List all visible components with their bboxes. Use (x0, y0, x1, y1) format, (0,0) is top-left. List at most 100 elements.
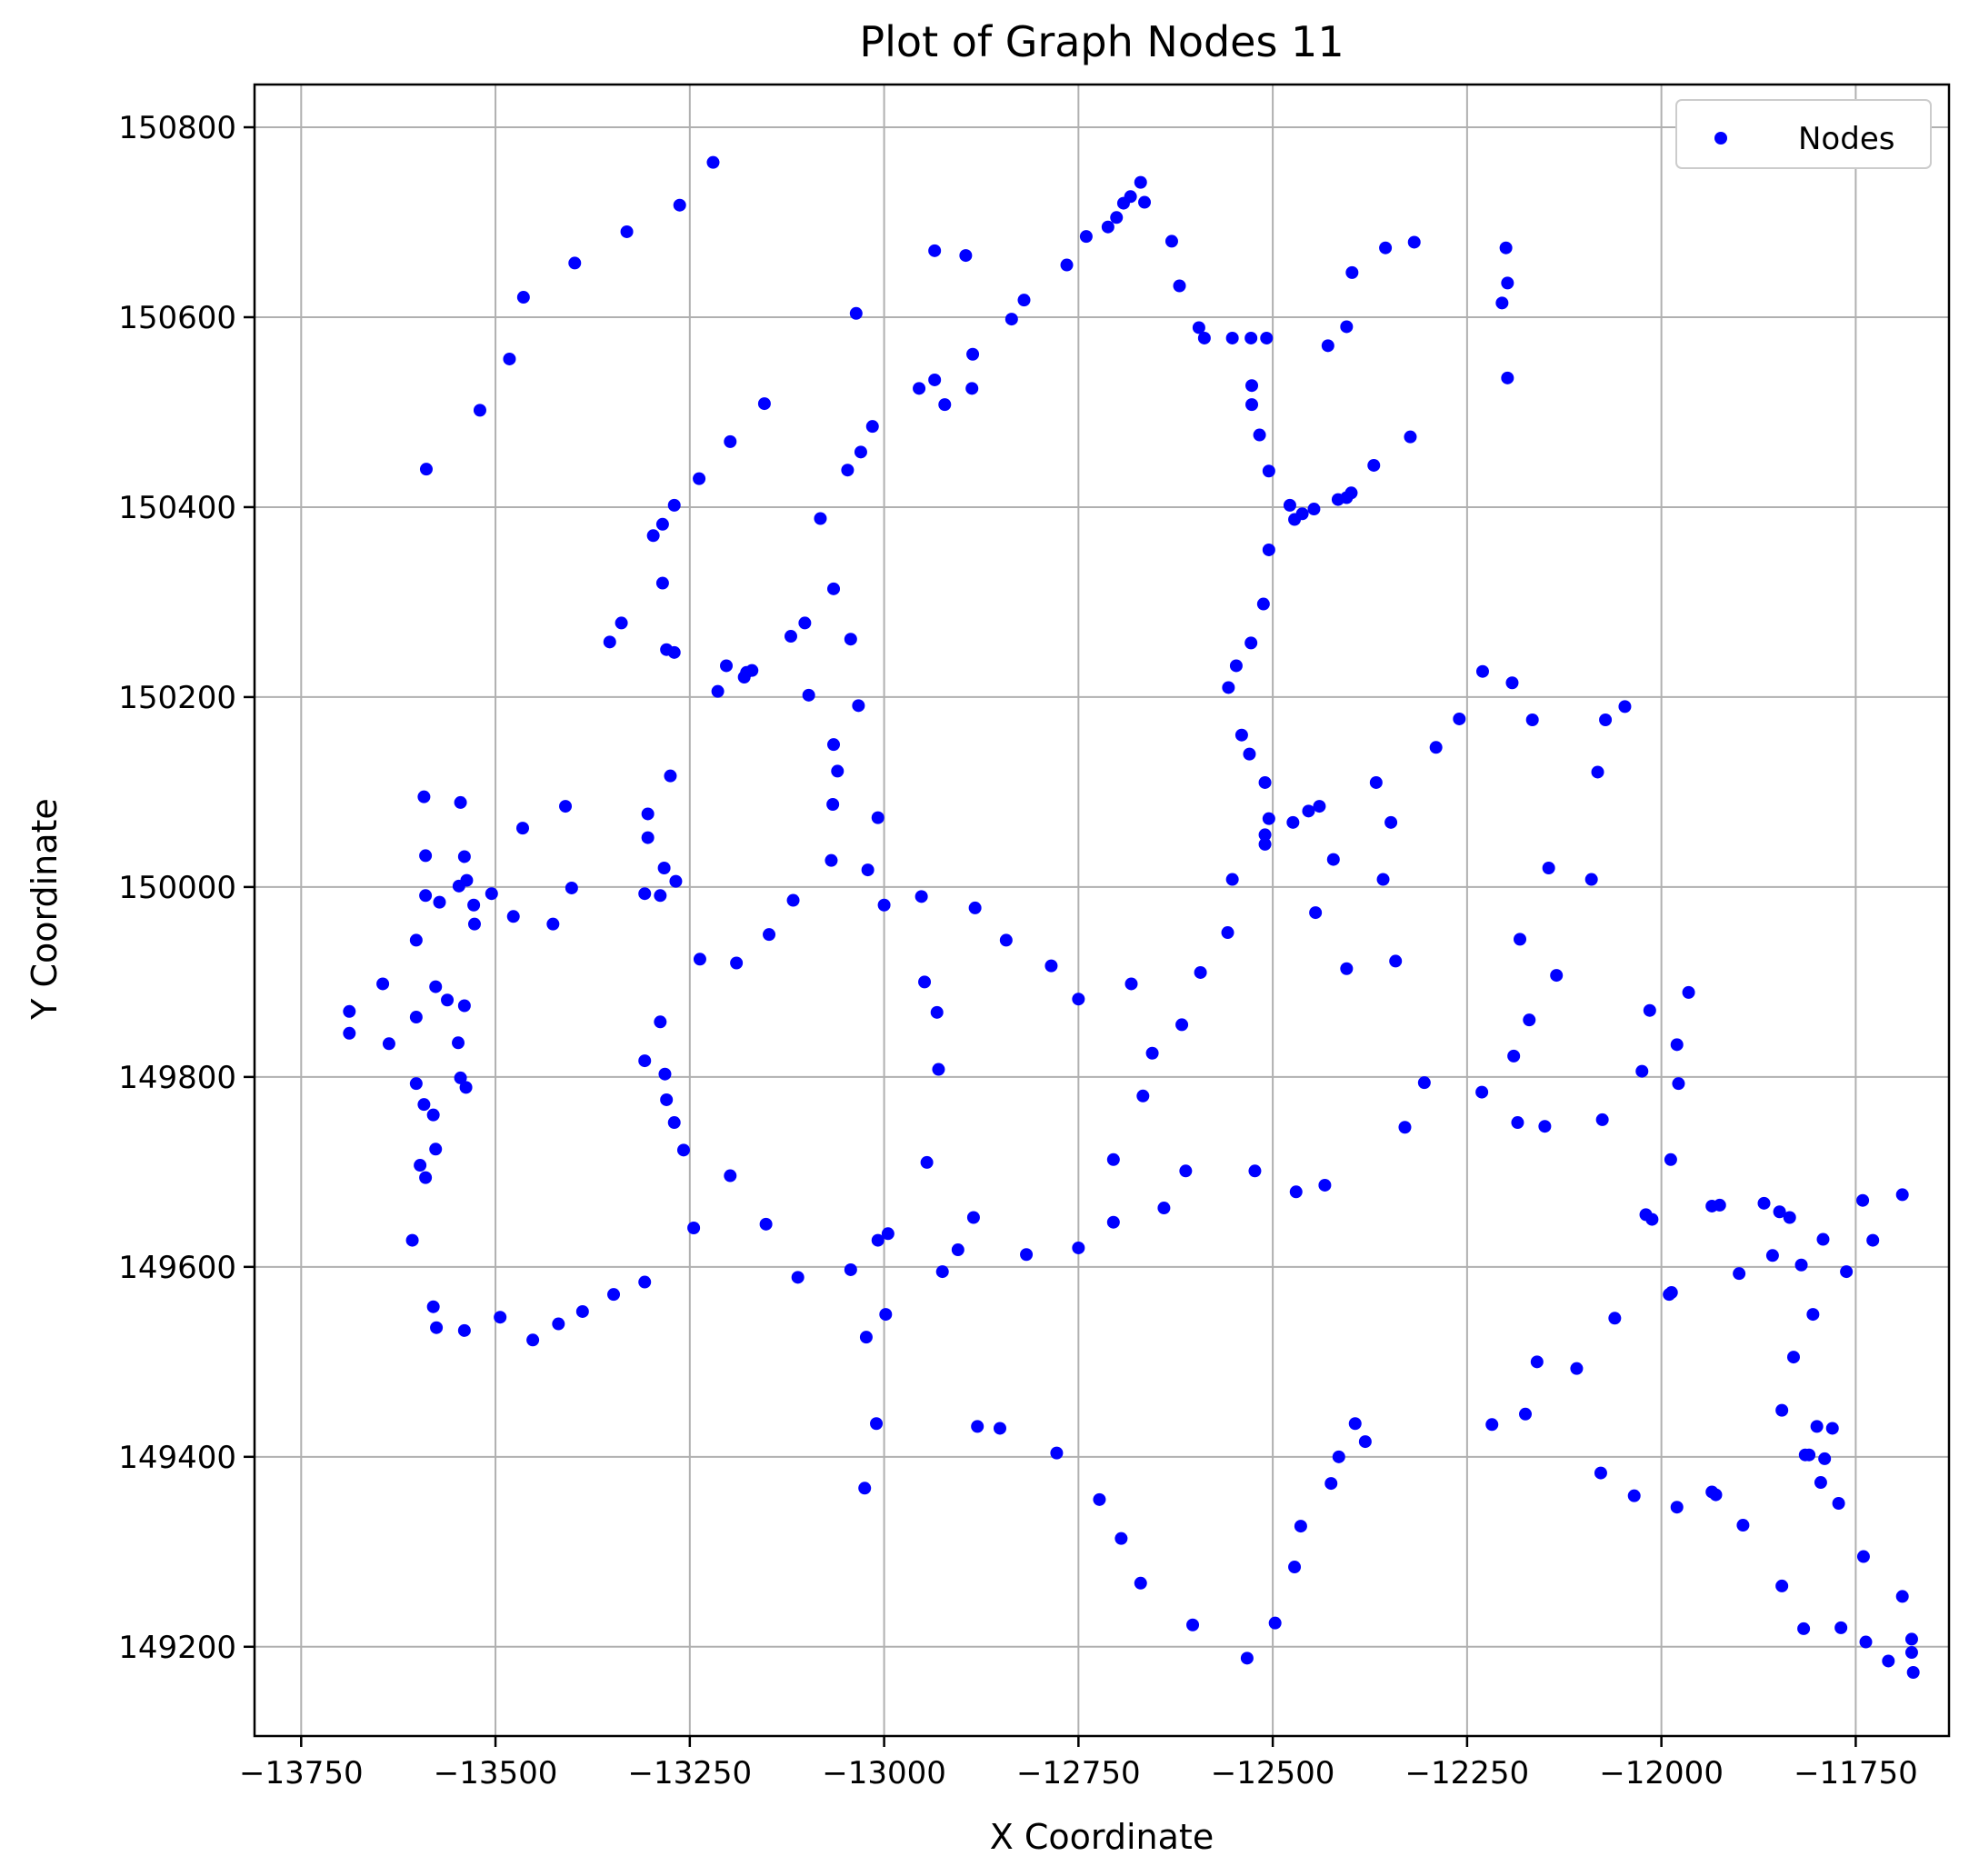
node-point (993, 1422, 1006, 1435)
node-point (641, 807, 655, 821)
node-point (798, 616, 812, 630)
node-point (1262, 543, 1275, 556)
node-point (1775, 1579, 1789, 1592)
x-tick-label: −11750 (1794, 1755, 1918, 1791)
node-point (1682, 985, 1695, 999)
node-point (1244, 636, 1258, 650)
node-point (494, 1311, 507, 1324)
node-point (467, 898, 481, 912)
node-point (459, 1081, 473, 1094)
x-tick-label: −12750 (1016, 1755, 1141, 1791)
node-point (1340, 962, 1354, 975)
grid-lines (255, 85, 1949, 1736)
node-point (913, 382, 926, 395)
node-point (343, 1004, 356, 1018)
node-point (419, 1171, 433, 1184)
node-point (877, 898, 891, 912)
node-point (1225, 331, 1239, 344)
node-point (1258, 837, 1272, 851)
node-point (859, 1331, 873, 1344)
node-point (965, 382, 979, 395)
node-point (1326, 853, 1340, 866)
node-point (526, 1333, 540, 1347)
node-point (1197, 331, 1211, 344)
node-point (655, 576, 669, 590)
node-point (1283, 498, 1296, 512)
node-point (1859, 1635, 1873, 1649)
node-point (1429, 741, 1443, 754)
node-point (966, 347, 980, 361)
node-point (865, 420, 879, 434)
node-point (1221, 926, 1234, 940)
node-point (1505, 676, 1519, 690)
node-point (1594, 1466, 1607, 1480)
node-point (1507, 1049, 1521, 1063)
node-point (1783, 1211, 1796, 1224)
node-point (1627, 1489, 1641, 1502)
node-point (1260, 331, 1274, 344)
node-point (1324, 1477, 1338, 1491)
node-point (1253, 428, 1266, 442)
node-point (430, 1321, 444, 1334)
node-point (646, 529, 660, 543)
y-axis-label: Y Coordinate (25, 798, 65, 1021)
node-point (433, 895, 446, 909)
node-point (657, 862, 671, 875)
node-point (935, 1265, 949, 1279)
node-point (343, 1026, 356, 1040)
node-point (1145, 1046, 1159, 1060)
node-point (730, 956, 744, 970)
node-point (1570, 1362, 1584, 1375)
node-point (1775, 1403, 1789, 1417)
node-point (1294, 1520, 1307, 1533)
x-axis-label: X Coordinate (990, 1817, 1214, 1857)
node-point (1664, 1286, 1678, 1300)
node-point (1358, 1435, 1372, 1449)
node-point (1234, 728, 1248, 742)
node-point (660, 1093, 674, 1106)
node-point (971, 1420, 984, 1433)
node-point (1229, 659, 1243, 673)
node-point (454, 795, 467, 809)
node-point (546, 917, 560, 931)
node-point (503, 352, 516, 365)
node-point (1794, 1258, 1808, 1272)
node-point (1384, 815, 1398, 829)
y-tick-label: 149400 (118, 1440, 236, 1476)
node-point (1786, 1351, 1800, 1364)
node-point (1538, 1120, 1552, 1133)
node-point (706, 155, 720, 169)
node-point (763, 928, 776, 942)
node-point (1114, 1532, 1128, 1545)
node-point (1803, 1448, 1816, 1462)
node-point (1106, 1153, 1120, 1166)
node-point (1134, 175, 1147, 189)
node-point (745, 664, 759, 677)
node-point (1389, 954, 1403, 968)
node-point (858, 1482, 872, 1495)
node-point (1713, 1198, 1726, 1212)
node-point (1192, 321, 1205, 334)
node-point (951, 1243, 965, 1257)
node-point (1643, 1003, 1656, 1017)
node-point (1332, 1450, 1345, 1463)
node-point (1138, 195, 1152, 209)
node-point (1645, 1212, 1659, 1226)
node-point (667, 1116, 681, 1130)
node-point (1106, 1215, 1120, 1229)
node-point (1599, 713, 1613, 727)
node-point (1286, 815, 1300, 829)
node-point (1895, 1188, 1909, 1202)
node-point (1262, 464, 1275, 478)
node-point (1307, 503, 1321, 516)
node-point (676, 1143, 690, 1157)
node-point (1550, 969, 1564, 983)
node-point (861, 863, 875, 877)
node-point (467, 917, 481, 931)
node-point (485, 887, 498, 901)
node-point (603, 635, 616, 649)
node-point (1318, 1178, 1332, 1192)
node-point (382, 1037, 395, 1051)
node-point (1124, 190, 1137, 204)
